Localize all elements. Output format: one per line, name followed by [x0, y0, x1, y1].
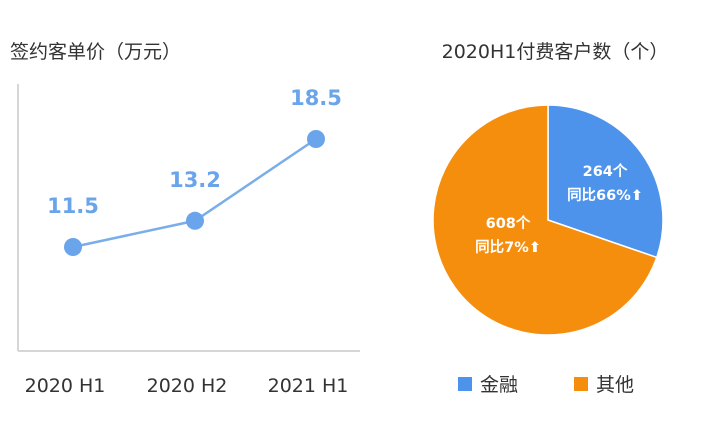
legend-swatch-2: [574, 377, 588, 391]
slice-label-growth-2: 同比7%⬆: [475, 238, 541, 256]
slice-label-count-2: 608个: [486, 215, 531, 232]
legend-label-2: 其他: [596, 374, 634, 396]
x-tick-label-3: 2021 H1: [268, 375, 349, 397]
x-tick-label-1: 2020 H1: [25, 375, 106, 397]
pie-slice-2: [432, 104, 658, 336]
legend-swatch-1: [458, 377, 472, 391]
line-chart: 签约客单价（万元） 11.5 13.2 18.5 2020 H1 2020 H2 202…: [10, 41, 360, 397]
x-tick-label-2: 2020 H2: [147, 375, 228, 397]
series-line: [72, 137, 317, 249]
legend-label-1: 金融: [480, 374, 518, 396]
data-label-2: 13.2: [169, 168, 221, 192]
data-point-2: [186, 211, 204, 230]
slice-label-count-1: 264个: [583, 163, 628, 180]
pie-slice-1: [547, 104, 664, 259]
data-point-3: [307, 130, 325, 148]
data-label-3: 18.5: [290, 86, 342, 110]
data-label-1: 11.5: [47, 194, 99, 218]
slice-label-growth-1: 同比66%⬆: [567, 186, 643, 204]
pie-chart-title: 2020H1付费客户数（个）: [442, 41, 669, 63]
line-chart-title: 签约客单价（万元）: [10, 41, 181, 63]
data-point-1: [64, 238, 82, 256]
